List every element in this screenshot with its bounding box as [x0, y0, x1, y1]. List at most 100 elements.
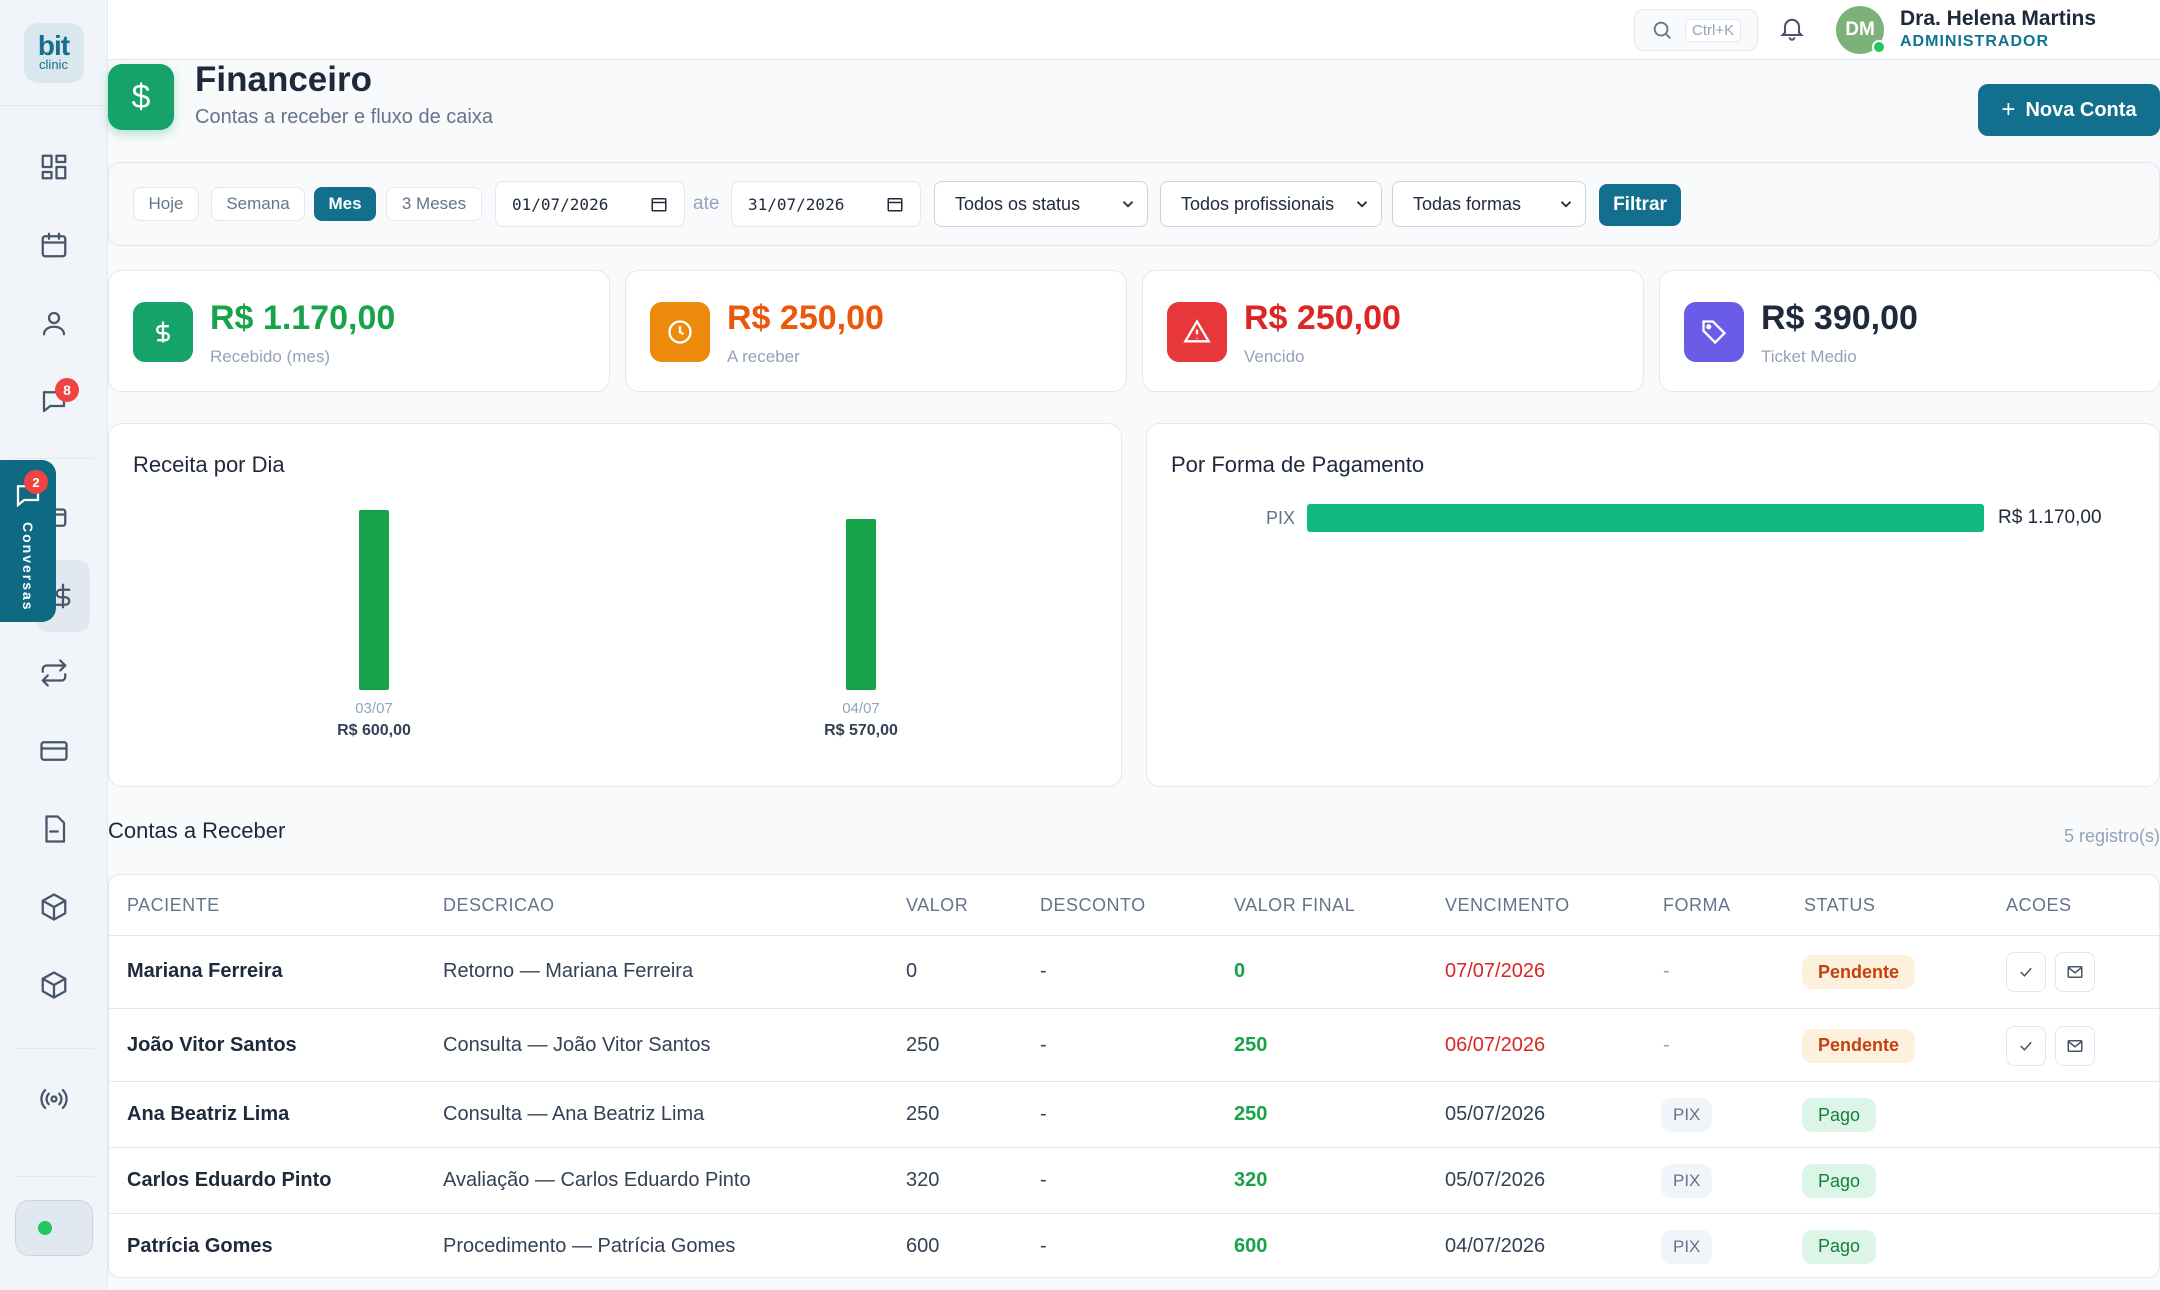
box-icon [41, 893, 67, 921]
grid-icon [41, 154, 67, 180]
data-label: R$ 1.170,00 [1998, 507, 2102, 528]
user-name[interactable]: Dra. Helena Martins [1900, 7, 2097, 30]
notifications-button[interactable] [1778, 14, 1806, 47]
nav-inventory[interactable] [27, 880, 81, 934]
chart-bar [359, 510, 389, 690]
app-logo[interactable]: bit clinic [23, 22, 84, 83]
filter-bar: Hoje Semana Mes 3 Meses 01/07/2026 ate 3… [108, 162, 2160, 246]
discount: - [1040, 1103, 1047, 1125]
final-amount: 250 [1234, 1103, 1268, 1125]
description: Consulta — Ana Beatriz Lima [443, 1103, 705, 1125]
conversas-tab[interactable]: 2 Conversas [0, 460, 56, 622]
description: Procedimento — Patrícia Gomes [443, 1234, 736, 1257]
patient-name: Mariana Ferreira [127, 960, 283, 982]
receivables-table: PACIENTE DESCRICAO VALOR DESCONTO VALOR … [108, 874, 2160, 1278]
mark-paid-button[interactable] [2006, 1025, 2046, 1066]
send-reminder-button[interactable] [2055, 1025, 2095, 1066]
nav-payments[interactable] [27, 724, 81, 778]
nav-documents[interactable] [27, 802, 81, 856]
due-date: 05/07/2026 [1445, 1103, 1546, 1125]
professional-select-value: Todos profissionais [1181, 193, 1335, 214]
chart-bar [1307, 504, 1984, 532]
nav-dashboard[interactable] [27, 140, 81, 194]
nav-messages[interactable]: 8 [27, 374, 81, 428]
x-tick-label: 03/07 [355, 700, 393, 717]
table-row[interactable]: Mariana Ferreira Retorno — Mariana Ferrei… [109, 935, 2159, 1009]
sidebar: bit clinic 8 [0, 0, 108, 1290]
payment-method-select-value: Todas formas [1413, 193, 1522, 214]
nav-transfers[interactable] [27, 646, 81, 700]
nav-patients[interactable] [27, 296, 81, 350]
col-header: PACIENTE [127, 895, 220, 915]
check-icon [2020, 1041, 2032, 1051]
conversas-badge: 2 [24, 470, 48, 494]
payment-method-select[interactable]: Todas formas [1392, 181, 1586, 227]
nav-divider-2 [14, 1048, 94, 1049]
user-icon [42, 311, 66, 336]
new-account-button[interactable]: + Nova Conta [1978, 84, 2160, 136]
document-icon [45, 815, 66, 843]
logo-subtext: clinic [39, 57, 68, 72]
finance-icon-glyph: $ [131, 77, 151, 116]
chevron-down-icon [1356, 201, 1368, 208]
conversas-label: Conversas [20, 522, 36, 612]
professional-select[interactable]: Todos profissionais [1160, 181, 1382, 227]
check-icon [2020, 967, 2032, 977]
discount: - [1040, 1169, 1047, 1191]
amount: 600 [906, 1234, 940, 1257]
stat-label: Ticket Medio [1761, 347, 1857, 366]
search-button[interactable]: Ctrl+K [1634, 9, 1758, 51]
col-header: VALOR FINAL [1234, 895, 1356, 915]
period-hoje[interactable]: Hoje [133, 187, 199, 221]
due-date: 04/07/2026 [1445, 1234, 1546, 1257]
avatar-initials: DM [1845, 19, 1875, 40]
nav-agenda[interactable] [27, 218, 81, 272]
chart-title: Receita por Dia [133, 452, 285, 477]
date-from-input[interactable]: 01/07/2026 [495, 181, 685, 227]
col-header: VALOR [906, 895, 969, 915]
new-account-label: Nova Conta [2025, 98, 2137, 121]
nav-integrations[interactable] [27, 1072, 81, 1126]
nav-products[interactable] [27, 958, 81, 1012]
period-mes[interactable]: Mes [314, 187, 376, 221]
calendar-icon [651, 198, 667, 212]
stat-card-received: R$ 1.170,00 Recebido (mes) [108, 270, 610, 392]
table-row[interactable]: João Vitor Santos Consulta — João Vitor S… [109, 1009, 2159, 1082]
send-reminder-button[interactable] [2055, 952, 2095, 992]
daily-revenue-chart: Receita por Dia 03/07 R$ 600,00 04/07 R$ 57… [108, 423, 1122, 787]
description: Consulta — João Vitor Santos [443, 1033, 711, 1056]
nav-divider-3 [14, 1176, 94, 1177]
status-select[interactable]: Todos os status [934, 181, 1148, 227]
final-amount: 250 [1234, 1033, 1268, 1056]
tag-icon [1684, 302, 1744, 362]
connection-status[interactable] [15, 1200, 93, 1256]
patient-name: Patrícia Gomes [127, 1234, 273, 1257]
stat-value: R$ 250,00 [1244, 299, 1401, 337]
date-to-input[interactable]: 31/07/2026 [731, 181, 921, 227]
search-icon [1653, 21, 1671, 39]
table-row[interactable]: Patrícia Gomes Procedimento — Patrícia Go… [109, 1214, 2159, 1277]
plus-icon: + [2001, 96, 2016, 123]
patient-name: João Vitor Santos [127, 1033, 297, 1056]
amount: 0 [906, 960, 918, 982]
col-header: FORMA [1663, 895, 1731, 915]
final-amount: 320 [1234, 1169, 1268, 1191]
payment-method-badge: PIX [1661, 1229, 1713, 1264]
status-badge: Pago [1802, 1229, 1877, 1264]
mark-paid-button[interactable] [2006, 952, 2046, 992]
payment-method: - [1663, 1033, 1670, 1056]
stat-value: R$ 390,00 [1761, 299, 1918, 337]
avatar[interactable]: DM [1836, 6, 1886, 54]
bell-icon [1780, 18, 1804, 41]
period-3-meses[interactable]: 3 Meses [386, 187, 482, 221]
online-status-icon [1872, 40, 1886, 54]
period-semana[interactable]: Semana [211, 187, 305, 221]
due-date: 07/07/2026 [1445, 960, 1546, 982]
col-header: VENCIMENTO [1445, 895, 1570, 915]
messages-badge: 8 [55, 378, 79, 402]
calendar-icon [887, 198, 903, 212]
due-date: 05/07/2026 [1445, 1169, 1546, 1191]
table-row[interactable]: Carlos Eduardo Pinto Avaliação — Carlos E… [109, 1148, 2159, 1214]
table-row[interactable]: Ana Beatriz Lima Consulta — Ana Beatriz L… [109, 1082, 2159, 1148]
filter-button[interactable]: Filtrar [1599, 184, 1681, 226]
